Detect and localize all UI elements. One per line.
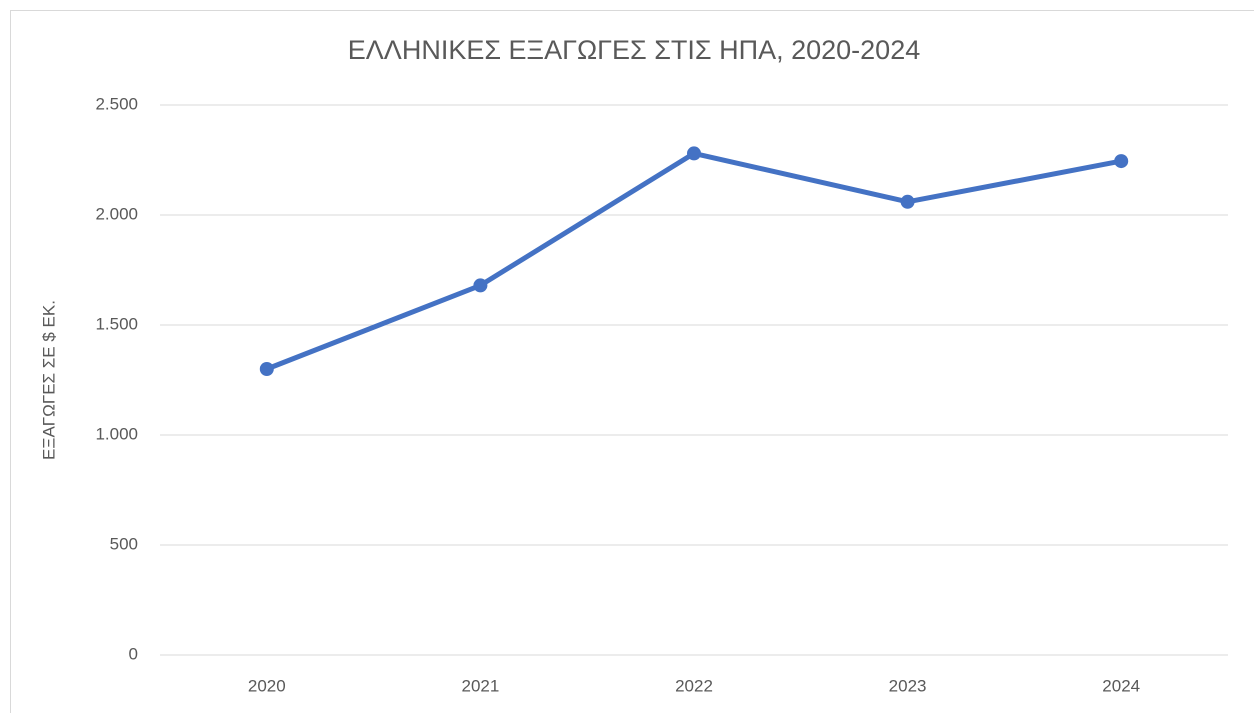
y-tick-label: 0 xyxy=(129,644,138,663)
y-tick-label: 1.000 xyxy=(95,424,138,443)
x-tick-label: 2020 xyxy=(248,676,286,695)
y-tick-label: 1.500 xyxy=(95,314,138,333)
x-tick-label: 2021 xyxy=(461,676,499,695)
point xyxy=(900,194,915,209)
x-tick-label: 2024 xyxy=(1102,676,1140,695)
point xyxy=(473,278,488,293)
chart-border xyxy=(10,10,1254,713)
x-tick-label: 2022 xyxy=(675,676,713,695)
y-tick-label: 2.500 xyxy=(95,94,138,113)
x-tick-label: 2023 xyxy=(889,676,927,695)
point xyxy=(687,146,701,161)
point xyxy=(1114,154,1129,169)
point xyxy=(259,362,274,376)
chart-title: ΕΛΛΗΝΙΚΕΣ ΕΞΑΓΩΓΕΣ ΣΤΙΣ ΗΠΑ, 2020-2024 xyxy=(348,35,920,65)
y-axis-label: ΕΞΑΓΩΓΕΣ ΣΕ $ ΕΚ. xyxy=(39,300,58,460)
y-tick-label: 2.000 xyxy=(95,204,138,223)
y-tick-label: 500 xyxy=(110,534,138,553)
